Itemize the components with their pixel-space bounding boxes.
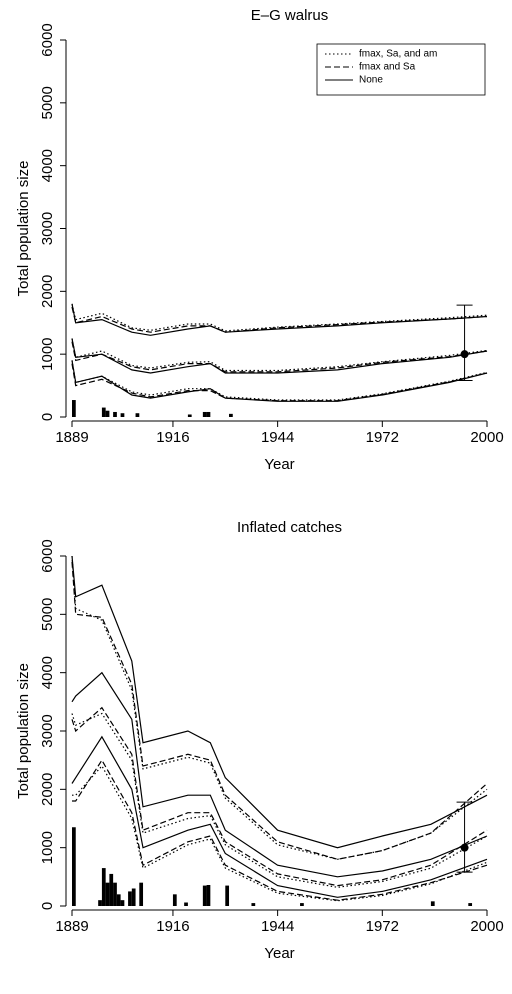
x-tick-label: 1972 [366, 429, 399, 446]
catch-bar [229, 413, 233, 417]
catch-bar [101, 407, 106, 417]
catch-bar [172, 894, 177, 906]
catch-bar [184, 902, 188, 906]
legend-label: None [359, 75, 383, 86]
population-line [71, 735, 488, 898]
x-tick-label: 1944 [261, 918, 294, 935]
y-tick-label: 6000 [39, 23, 56, 56]
population-line [71, 561, 488, 860]
catch-bar [72, 827, 76, 906]
catch-bar [139, 882, 144, 906]
x-axis-label: Year [264, 456, 294, 473]
x-axis-label: Year [264, 945, 294, 962]
y-tick-label: 6000 [39, 539, 56, 572]
chart-title: Inflated catches [237, 519, 342, 536]
catch-bar [300, 903, 304, 906]
population-line [71, 303, 488, 332]
catch-bar [109, 873, 114, 906]
legend-label: fmax, Sa, and am [359, 49, 437, 60]
catch-bar [113, 411, 117, 417]
population-line [72, 759, 488, 901]
population-line [71, 555, 488, 860]
catch-bar [206, 411, 211, 417]
population-line [71, 671, 488, 878]
catch-bar [72, 400, 76, 417]
y-axis-label: Total population size [15, 663, 32, 799]
catch-bar [105, 410, 110, 417]
population-line [71, 360, 488, 402]
population-line [71, 338, 488, 372]
y-tick-label: 3000 [39, 212, 56, 245]
catch-bar [98, 900, 102, 906]
x-tick-label: 2000 [470, 429, 503, 446]
catch-bar [120, 900, 125, 906]
observation-point [460, 350, 469, 359]
catch-bar [430, 901, 435, 906]
y-tick-label: 4000 [39, 149, 56, 182]
catch-bar [202, 885, 207, 906]
catch-bar [187, 414, 192, 417]
catch-bar [225, 885, 230, 906]
catch-bar [135, 413, 140, 417]
x-tick-label: 1889 [55, 429, 88, 446]
y-tick-label: 1000 [39, 831, 56, 864]
population-line [71, 706, 488, 887]
catch-bar [120, 413, 125, 417]
y-tick-label: 1000 [39, 337, 56, 370]
x-tick-label: 2000 [470, 918, 503, 935]
catch-bar [113, 882, 117, 906]
catch-bar [116, 894, 121, 906]
legend-label: fmax and Sa [359, 62, 416, 73]
y-tick-label: 4000 [39, 656, 56, 689]
y-tick-label: 2000 [39, 275, 56, 308]
y-axis-label: Total population size [15, 161, 32, 297]
y-tick-label: 5000 [39, 598, 56, 631]
catch-bar [131, 888, 136, 906]
y-tick-label: 0 [39, 902, 56, 910]
population-line [71, 555, 488, 849]
catch-bar [251, 903, 256, 906]
catch-bar [206, 885, 211, 906]
catch-bar [101, 868, 106, 906]
x-tick-label: 1916 [156, 918, 189, 935]
population-line [71, 341, 488, 373]
catch-bar [105, 882, 110, 906]
legend-box [316, 43, 486, 96]
x-tick-label: 1889 [55, 918, 88, 935]
population-line [71, 712, 488, 888]
chart-title: E–G walrus [251, 7, 329, 24]
x-tick-label: 1916 [156, 429, 189, 446]
catch-bar [468, 903, 473, 906]
population-line [71, 303, 488, 336]
x-tick-label: 1944 [261, 429, 294, 446]
population-line [72, 764, 488, 902]
y-tick-label: 2000 [39, 773, 56, 806]
catch-bar [202, 411, 207, 417]
y-tick-label: 3000 [39, 714, 56, 747]
y-tick-label: 5000 [39, 86, 56, 119]
x-tick-label: 1972 [366, 918, 399, 935]
y-tick-label: 0 [39, 413, 56, 421]
catch-bar [128, 891, 132, 906]
observation-point [460, 843, 469, 852]
population-line [71, 338, 488, 374]
